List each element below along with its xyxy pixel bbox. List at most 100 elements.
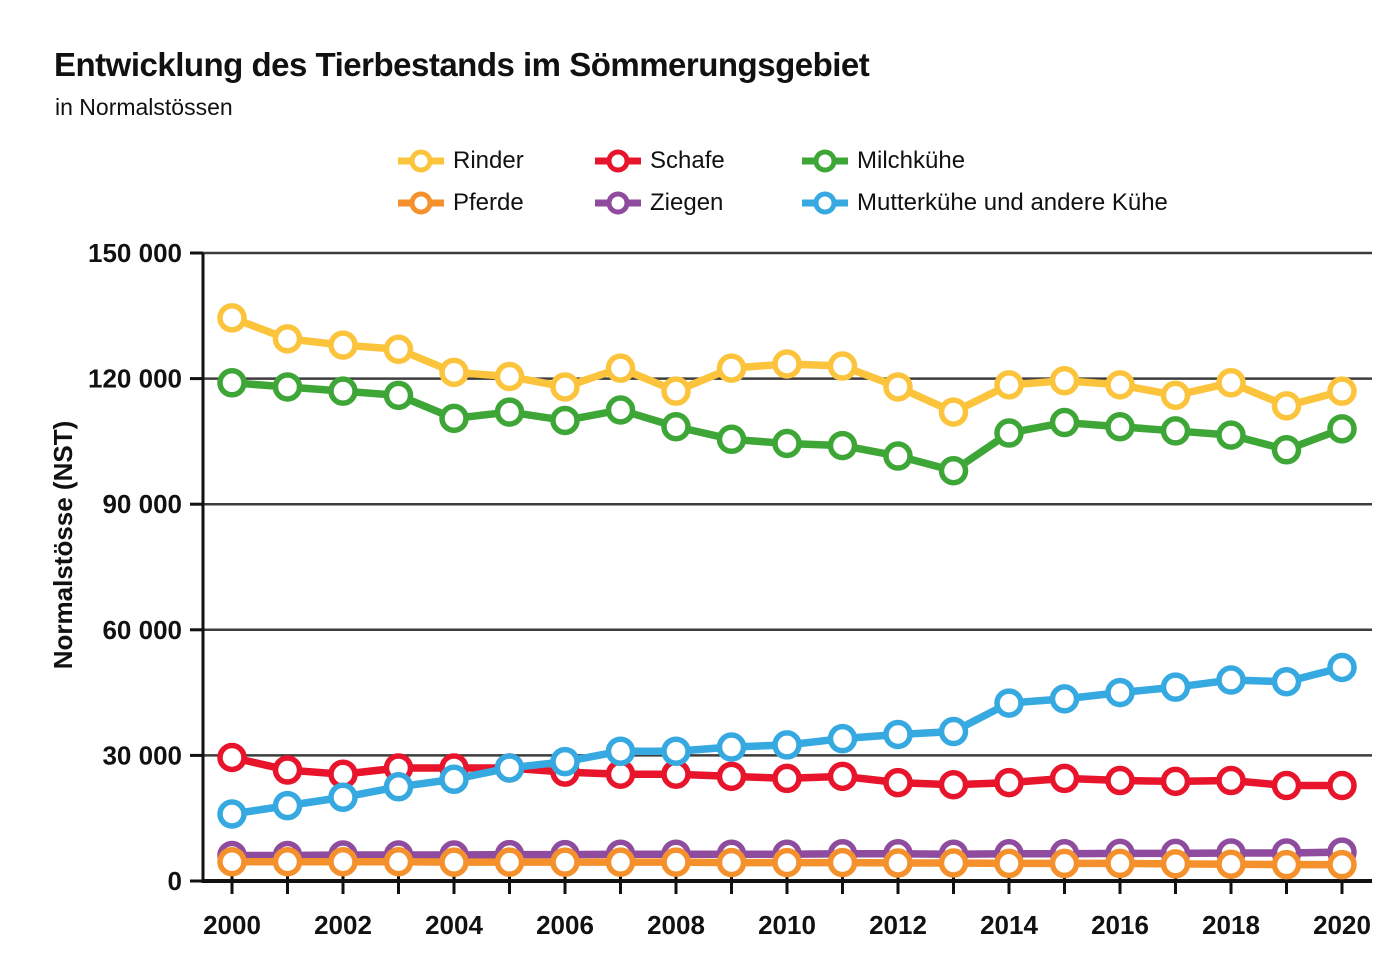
data-point-milchkuehe-2009 — [716, 424, 747, 455]
data-point-pferde-2013 — [938, 848, 969, 878]
data-point-schafe-2013 — [938, 769, 969, 800]
data-point-pferde-2002 — [328, 846, 358, 877]
data-point-pferde-2006 — [550, 847, 580, 877]
y-tick-label: 30 000 — [102, 740, 182, 770]
data-point-rinder-2013 — [938, 397, 969, 427]
data-point-mutterkuehe-und-andere-kuehe-2008 — [661, 736, 691, 766]
data-point-schafe-2019 — [1271, 770, 1302, 801]
legend-label-mutterkuehe: Mutterkühe und andere Kühe — [857, 189, 1168, 216]
data-point-mutterkuehe-und-andere-kuehe-2013 — [938, 716, 969, 747]
data-point-rinder-2017 — [1160, 380, 1191, 411]
y-tick-label: 0 — [168, 866, 182, 896]
data-point-schafe-2012 — [883, 767, 913, 798]
data-point-milchkuehe-2003 — [383, 380, 414, 411]
x-tick-label: 2008 — [647, 910, 705, 940]
data-point-pferde-2007 — [605, 847, 636, 877]
data-point-milchkuehe-2019 — [1271, 435, 1302, 465]
y-axis-title: Normalstösse (NST) — [48, 421, 78, 670]
legend-label-schafe: Schafe — [650, 147, 725, 174]
legend-label-ziegen: Ziegen — [650, 189, 724, 216]
y-tick-label: 90 000 — [102, 489, 182, 519]
data-point-mutterkuehe-und-andere-kuehe-2001 — [272, 790, 303, 821]
legend-item-milchkuehe: Milchkühe — [802, 146, 1168, 176]
data-point-milchkuehe-2008 — [661, 411, 691, 442]
data-point-schafe-2014 — [994, 767, 1024, 798]
data-point-rinder-2019 — [1271, 391, 1302, 421]
data-point-rinder-2000 — [217, 303, 247, 333]
data-point-milchkuehe-2020 — [1327, 414, 1357, 444]
data-point-rinder-2010 — [772, 349, 802, 379]
data-point-pferde-2008 — [661, 847, 691, 877]
chart-title: Entwicklung des Tierbestands im Sömmerun… — [54, 46, 870, 83]
data-point-rinder-2012 — [883, 372, 913, 402]
data-point-rinder-2015 — [1049, 365, 1080, 396]
data-point-schafe-2011 — [827, 761, 858, 792]
legend-marker-pferde-icon — [398, 191, 444, 215]
y-tick-label: 120 000 — [88, 364, 182, 394]
data-point-milchkuehe-2007 — [605, 395, 636, 425]
data-point-rinder-2020 — [1327, 376, 1357, 406]
data-point-milchkuehe-2006 — [550, 405, 580, 436]
data-point-mutterkuehe-und-andere-kuehe-2020 — [1327, 652, 1357, 683]
data-point-pferde-2019 — [1271, 849, 1302, 880]
data-point-pferde-2014 — [994, 848, 1024, 879]
data-point-pferde-2018 — [1216, 849, 1246, 880]
data-point-schafe-2000 — [217, 742, 247, 773]
data-point-mutterkuehe-und-andere-kuehe-2005 — [494, 753, 525, 783]
data-point-milchkuehe-2013 — [938, 455, 969, 486]
data-point-schafe-2017 — [1160, 766, 1191, 797]
data-point-pferde-2004 — [439, 847, 469, 877]
legend: Rinder Schafe Milchkühe Pferde Ziegen Mu… — [398, 140, 1168, 224]
legend-label-rinder: Rinder — [453, 147, 524, 174]
data-point-mutterkuehe-und-andere-kuehe-2017 — [1160, 672, 1191, 702]
data-point-pferde-2016 — [1105, 848, 1135, 879]
data-point-mutterkuehe-und-andere-kuehe-2019 — [1271, 666, 1302, 697]
legend-item-schafe: Schafe — [595, 146, 802, 176]
data-point-milchkuehe-2001 — [272, 372, 303, 402]
legend-marker-ziegen-icon — [595, 191, 641, 215]
data-point-pferde-2005 — [494, 847, 525, 877]
data-point-mutterkuehe-und-andere-kuehe-2018 — [1216, 665, 1246, 695]
data-point-rinder-2007 — [605, 353, 636, 383]
data-point-pferde-2010 — [772, 847, 802, 878]
data-point-milchkuehe-2002 — [328, 376, 358, 406]
x-tick-label: 2010 — [758, 910, 816, 940]
legend-item-pferde: Pferde — [398, 188, 595, 218]
data-point-milchkuehe-2000 — [217, 368, 247, 398]
data-point-milchkuehe-2016 — [1105, 411, 1135, 442]
data-point-milchkuehe-2014 — [994, 418, 1024, 448]
data-point-milchkuehe-2017 — [1160, 416, 1191, 446]
data-point-schafe-2001 — [272, 755, 303, 785]
data-point-mutterkuehe-und-andere-kuehe-2009 — [716, 732, 747, 762]
data-point-rinder-2006 — [550, 372, 580, 402]
data-point-mutterkuehe-und-andere-kuehe-2014 — [994, 688, 1024, 718]
data-point-mutterkuehe-und-andere-kuehe-2007 — [605, 736, 636, 766]
data-point-mutterkuehe-und-andere-kuehe-2000 — [217, 799, 247, 829]
legend-marker-rinder-icon — [398, 149, 444, 173]
data-point-schafe-2016 — [1105, 765, 1135, 796]
data-point-rinder-2009 — [716, 353, 747, 383]
data-point-mutterkuehe-und-andere-kuehe-2004 — [439, 764, 469, 795]
data-point-pferde-2011 — [827, 847, 858, 878]
legend-label-pferde: Pferde — [453, 189, 524, 216]
data-point-mutterkuehe-und-andere-kuehe-2011 — [827, 723, 858, 754]
data-point-rinder-2003 — [383, 334, 414, 365]
legend-label-milchkuehe: Milchkühe — [857, 147, 966, 174]
data-point-rinder-2005 — [494, 361, 525, 392]
data-point-mutterkuehe-und-andere-kuehe-2012 — [883, 719, 913, 750]
data-point-schafe-2018 — [1216, 765, 1246, 796]
data-point-pferde-2015 — [1049, 848, 1080, 879]
data-point-mutterkuehe-und-andere-kuehe-2015 — [1049, 684, 1080, 714]
chart-subtitle: in Normalstössen — [55, 94, 233, 120]
data-point-milchkuehe-2011 — [827, 430, 858, 461]
data-point-pferde-2009 — [716, 847, 747, 878]
data-point-rinder-2016 — [1105, 370, 1135, 400]
data-point-schafe-2010 — [772, 763, 802, 794]
data-point-pferde-2012 — [883, 848, 913, 878]
data-point-pferde-2000 — [217, 846, 247, 877]
x-tick-label: 2002 — [314, 910, 372, 940]
data-point-milchkuehe-2018 — [1216, 420, 1246, 450]
data-point-schafe-2009 — [716, 761, 747, 792]
